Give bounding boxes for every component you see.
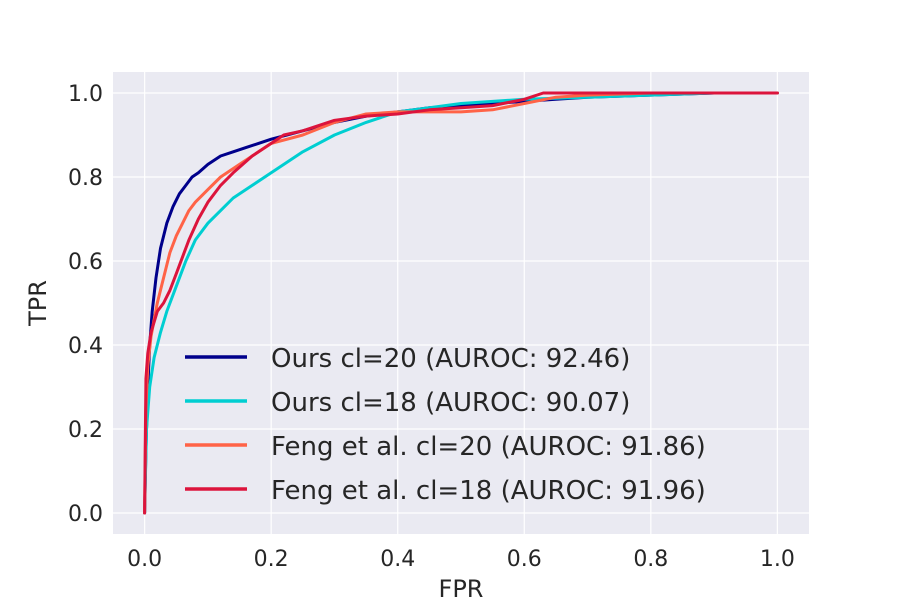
y-tick-label: 0.4	[68, 334, 103, 359]
x-tick-label: 0.6	[507, 547, 542, 572]
y-tick-label: 0.2	[68, 418, 103, 443]
x-tick-label: 1.0	[760, 547, 795, 572]
series-lines	[143, 91, 779, 515]
x-tick-label: 0.8	[633, 547, 668, 572]
y-tick-labels: 0.0 0.2 0.4 0.6 0.8 1.0	[68, 82, 103, 527]
y-tick-label: 0.8	[68, 166, 103, 191]
y-axis-label: TPR	[24, 280, 52, 327]
x-axis-label: FPR	[439, 575, 484, 600]
plot-background	[113, 72, 809, 534]
y-tick-label: 1.0	[68, 82, 103, 107]
x-tick-label: 0.0	[127, 547, 162, 572]
legend: Ours cl=20 (AUROC: 92.46) Ours cl=18 (AUR…	[185, 344, 706, 506]
legend-label-2: Ours cl=18 (AUROC: 90.07)	[271, 388, 630, 418]
legend-label-1: Ours cl=20 (AUROC: 92.46)	[271, 344, 630, 374]
y-tick-label: 0.6	[68, 250, 103, 275]
series-line-4	[143, 91, 779, 515]
legend-label-3: Feng et al. cl=20 (AUROC: 91.86)	[271, 432, 706, 462]
x-tick-labels: 0.0 0.2 0.4 0.6 0.8 1.0	[127, 547, 795, 572]
x-tick-label: 0.4	[380, 547, 415, 572]
y-tick-label: 0.0	[68, 502, 103, 527]
x-tick-label: 0.2	[254, 547, 289, 572]
legend-label-4: Feng et al. cl=18 (AUROC: 91.96)	[271, 476, 706, 506]
